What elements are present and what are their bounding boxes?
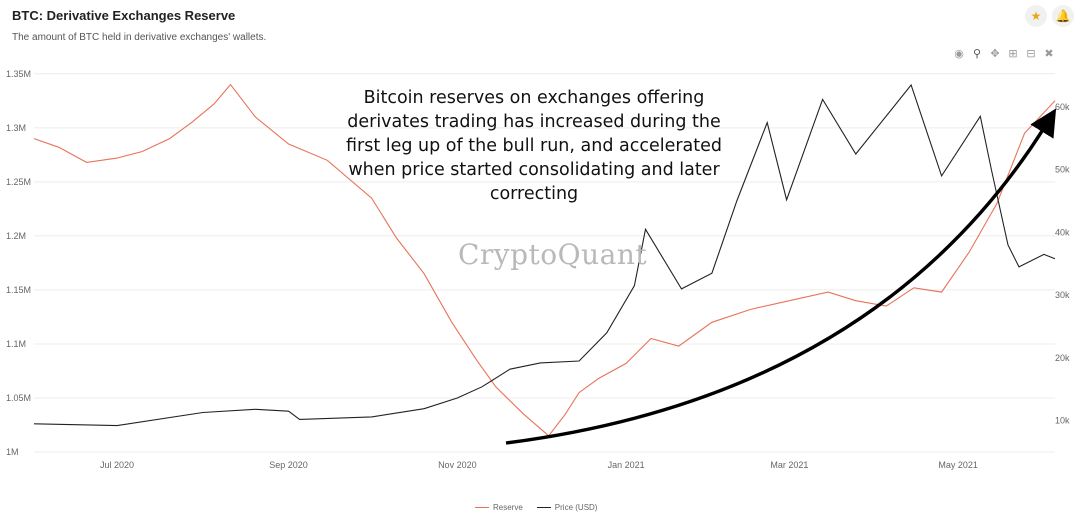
camera-icon[interactable]: ◉ bbox=[954, 48, 964, 60]
x-tick-label: Jul 2020 bbox=[100, 460, 134, 470]
x-tick-label: Sep 2020 bbox=[269, 460, 308, 470]
x-tick-label: Mar 2021 bbox=[770, 460, 808, 470]
pan-icon[interactable]: ✥ bbox=[990, 48, 1000, 60]
x-tick-label: Nov 2020 bbox=[438, 460, 477, 470]
left-tick-label: 1.2M bbox=[6, 231, 26, 241]
left-tick-label: 1M bbox=[6, 447, 19, 457]
left-tick-label: 1.35M bbox=[6, 69, 31, 79]
chart-subtitle: The amount of BTC held in derivative exc… bbox=[12, 32, 267, 43]
legend-label-price: Price (USD) bbox=[554, 503, 598, 512]
x-tick-label: May 2021 bbox=[938, 460, 978, 470]
legend-item-reserve[interactable]: Reserve bbox=[475, 503, 523, 512]
favorite-button[interactable]: ★ bbox=[1025, 5, 1047, 27]
right-tick-label: 10k bbox=[1055, 416, 1070, 426]
left-tick-label: 1.25M bbox=[6, 177, 31, 187]
annotation-text: Bitcoin reserves on exchanges offering d… bbox=[345, 88, 723, 204]
legend-item-price[interactable]: Price (USD) bbox=[536, 503, 598, 512]
right-axis: 10k 20k 30k 40k 50k 60k bbox=[1055, 102, 1070, 426]
x-tick-label: Jan 2021 bbox=[608, 460, 645, 470]
legend-swatch-reserve bbox=[475, 507, 489, 508]
legend-swatch-price bbox=[536, 507, 551, 508]
chart-toolbar: ◉ ⚲ ✥ ⊞ ⊟ ✖ bbox=[952, 47, 1056, 61]
zoom-out-icon[interactable]: ⊟ bbox=[1026, 48, 1036, 60]
watermark: CryptoQuant bbox=[458, 238, 648, 271]
legend-label-reserve: Reserve bbox=[493, 503, 523, 512]
left-tick-label: 1.3M bbox=[6, 123, 26, 133]
bell-icon: 🔔 bbox=[1055, 9, 1071, 23]
price-series-line[interactable] bbox=[33, 83, 1056, 427]
reset-axes-icon[interactable]: ✖ bbox=[1044, 48, 1054, 60]
right-tick-label: 60k bbox=[1055, 102, 1070, 112]
legend: Reserve Price (USD) bbox=[475, 503, 597, 512]
left-tick-label: 1.1M bbox=[6, 339, 26, 349]
zoom-in-icon[interactable]: ⊞ bbox=[1008, 48, 1018, 60]
trend-arrow bbox=[505, 108, 1057, 445]
star-icon: ★ bbox=[1030, 9, 1042, 23]
right-tick-label: 40k bbox=[1055, 227, 1070, 237]
right-tick-label: 30k bbox=[1055, 290, 1070, 300]
grid bbox=[34, 73, 1055, 453]
left-axis: 1M 1.05M 1.1M 1.15M 1.2M 1.25M 1.3M 1.35M bbox=[6, 69, 31, 457]
zoom-icon[interactable]: ⚲ bbox=[972, 48, 982, 60]
right-tick-label: 50k bbox=[1055, 165, 1070, 175]
notification-button[interactable]: 🔔 bbox=[1052, 5, 1074, 27]
chart-title: BTC: Derivative Exchanges Reserve bbox=[12, 8, 236, 23]
x-axis: Jul 2020 Sep 2020 Nov 2020 Jan 2021 Mar 2021… bbox=[100, 460, 978, 470]
right-tick-label: 20k bbox=[1055, 353, 1070, 363]
left-tick-label: 1.15M bbox=[6, 285, 31, 295]
left-tick-label: 1.05M bbox=[6, 393, 31, 403]
